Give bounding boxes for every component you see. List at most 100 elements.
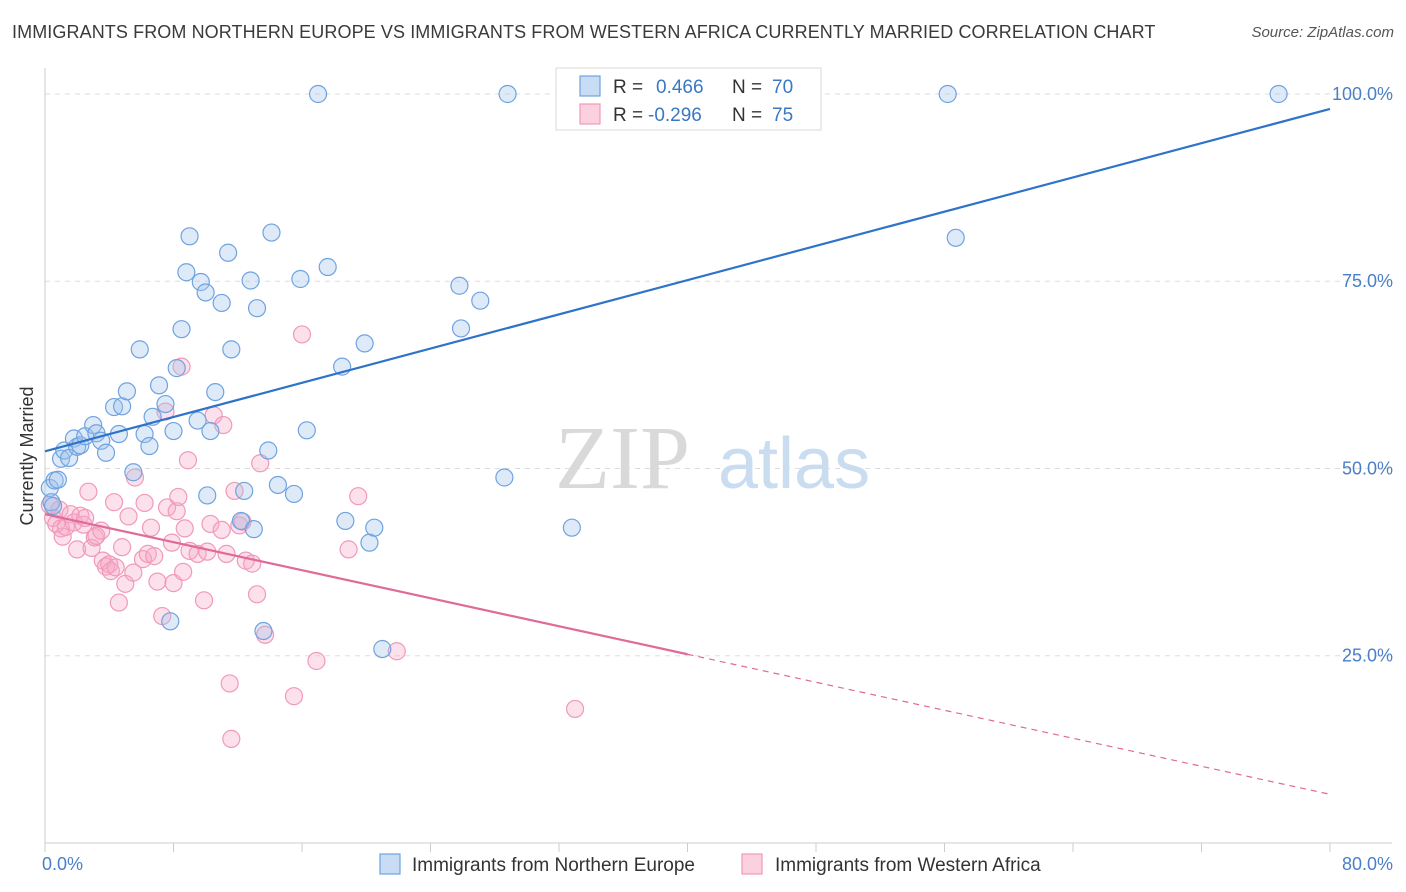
data-point [167, 502, 186, 521]
data-point [235, 481, 254, 501]
legend-blue-n-value: 70 [772, 77, 793, 98]
data-point [291, 269, 310, 289]
data-point [53, 527, 72, 546]
data-point [201, 421, 220, 441]
data-point [161, 612, 180, 631]
data-point [451, 319, 471, 338]
data-point [562, 518, 581, 537]
data-point [241, 271, 260, 290]
data-point [117, 382, 137, 401]
correlation-legend: R = 0.466 N = 70 R = -0.296 N = 75 [555, 67, 822, 131]
legend-blue-r-value: 0.466 [656, 77, 704, 98]
data-point [284, 687, 304, 706]
data-point [247, 299, 267, 318]
data-point [284, 484, 304, 504]
data-point [188, 411, 207, 430]
data-point [318, 257, 337, 277]
data-point [180, 227, 199, 246]
data-point [167, 359, 186, 378]
data-point [135, 493, 154, 513]
data-point [79, 482, 98, 501]
x-tick-label: 0.0% [42, 854, 83, 874]
data-point [119, 507, 138, 526]
data-point [387, 642, 406, 661]
data-point [244, 520, 263, 539]
data-point [212, 520, 231, 540]
data-point [339, 540, 358, 559]
data-point [201, 514, 220, 534]
data-point [938, 84, 957, 104]
bottom-legend-pink-label: Immigrants from Western Africa [775, 855, 1041, 876]
legend-pink-r-label: R = [613, 105, 643, 126]
data-point [196, 283, 215, 302]
data-point [124, 463, 143, 482]
axes [44, 68, 1392, 852]
data-point [219, 243, 238, 262]
data-point [140, 436, 159, 456]
data-point [148, 572, 167, 591]
legend-pink-n-label: N = [732, 105, 762, 126]
data-point [112, 538, 132, 557]
watermark-zip: ZIP [555, 409, 690, 508]
data-point [946, 228, 965, 247]
data-point [177, 263, 196, 282]
bottom-legend-blue-label: Immigrants from Northern Europe [412, 855, 695, 876]
data-point [68, 540, 87, 559]
legend-blue-r-label: R = [613, 77, 643, 98]
data-point [124, 563, 143, 582]
watermark-atlas: atlas [718, 424, 870, 504]
data-point [231, 511, 251, 531]
data-point [206, 382, 225, 402]
tick-labels: 25.0% 50.0% 75.0% 100.0% 0.0% 80.0% [42, 84, 1393, 874]
data-point [82, 538, 101, 557]
x-tick-label: 80.0% [1342, 854, 1393, 874]
data-point [164, 421, 183, 441]
data-point [172, 320, 191, 339]
source-label: Source: ZipAtlas.com [1251, 24, 1394, 41]
gridlines [45, 93, 1392, 657]
data-point [297, 421, 316, 440]
data-point [198, 486, 217, 505]
data-point [104, 493, 124, 512]
data-point [157, 498, 177, 517]
data-point [365, 518, 384, 537]
trend-lines [44, 107, 1331, 795]
legend-pink-r-value: -0.296 [648, 105, 702, 126]
data-point [141, 518, 161, 537]
y-tick-label: 100.0% [1332, 84, 1393, 104]
y-tick-label: 75.0% [1342, 271, 1393, 291]
trend-line-western-africa-extension [687, 653, 1331, 795]
series-western-africa [40, 325, 585, 748]
data-point [175, 519, 194, 538]
data-point [349, 487, 368, 506]
data-point [222, 729, 241, 748]
data-point [355, 334, 374, 353]
bottom-legend-swatch-blue [379, 853, 401, 875]
data-point [149, 376, 169, 395]
data-point [565, 699, 585, 719]
data-point [471, 291, 490, 310]
data-point [222, 340, 241, 359]
data-point [43, 496, 63, 516]
legend-blue-n-label: N = [732, 77, 762, 98]
data-point [450, 276, 469, 295]
data-point [174, 562, 193, 581]
data-point [225, 481, 244, 501]
data-point [178, 451, 198, 470]
data-point [145, 547, 164, 566]
data-point [247, 585, 267, 604]
data-point [259, 441, 278, 460]
y-axis-label: Currently Married [17, 386, 37, 525]
data-point [292, 325, 312, 344]
data-point [112, 397, 132, 416]
data-point [156, 394, 175, 414]
trend-line-northern-europe [44, 107, 1331, 453]
data-point [1269, 84, 1288, 104]
data-point [212, 293, 231, 313]
data-point [133, 550, 153, 569]
data-point [220, 674, 239, 693]
data-point [194, 591, 214, 610]
data-point [191, 272, 210, 292]
data-point [96, 443, 116, 462]
